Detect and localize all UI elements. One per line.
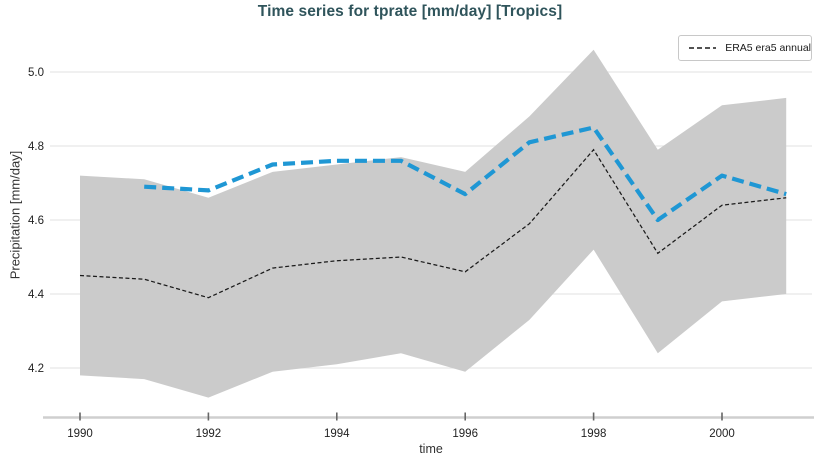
x-tick-label: 2000 [709,428,735,440]
y-tick-label: 4.4 [28,289,45,301]
x-tick-label: 1990 [67,428,93,440]
uncertainty-band [80,49,787,398]
x-tick-label: 1992 [196,428,222,440]
x-axis-label: time [419,442,443,456]
x-tick-label: 1998 [581,428,607,440]
y-axis-label: Precipitation [mm/day] [7,150,23,280]
y-tick-label: 5.0 [28,67,44,79]
y-tick-label: 4.2 [28,363,44,375]
x-tick-label: 1996 [452,428,478,440]
blue-dashed-line [144,125,787,223]
x-tick-label: 1994 [324,428,350,440]
legend-entry-label: ERA5 era5 annual [725,42,811,54]
y-tick-label: 4.6 [28,215,44,227]
legend-box: ERA5 era5 annual [678,35,812,61]
era5-annual-line [79,148,787,299]
y-tick-label: 4.8 [28,141,44,153]
chart-title: Time series for tprate [mm/day] [Tropics… [257,3,563,20]
legend-dash-sample-icon [689,47,717,49]
